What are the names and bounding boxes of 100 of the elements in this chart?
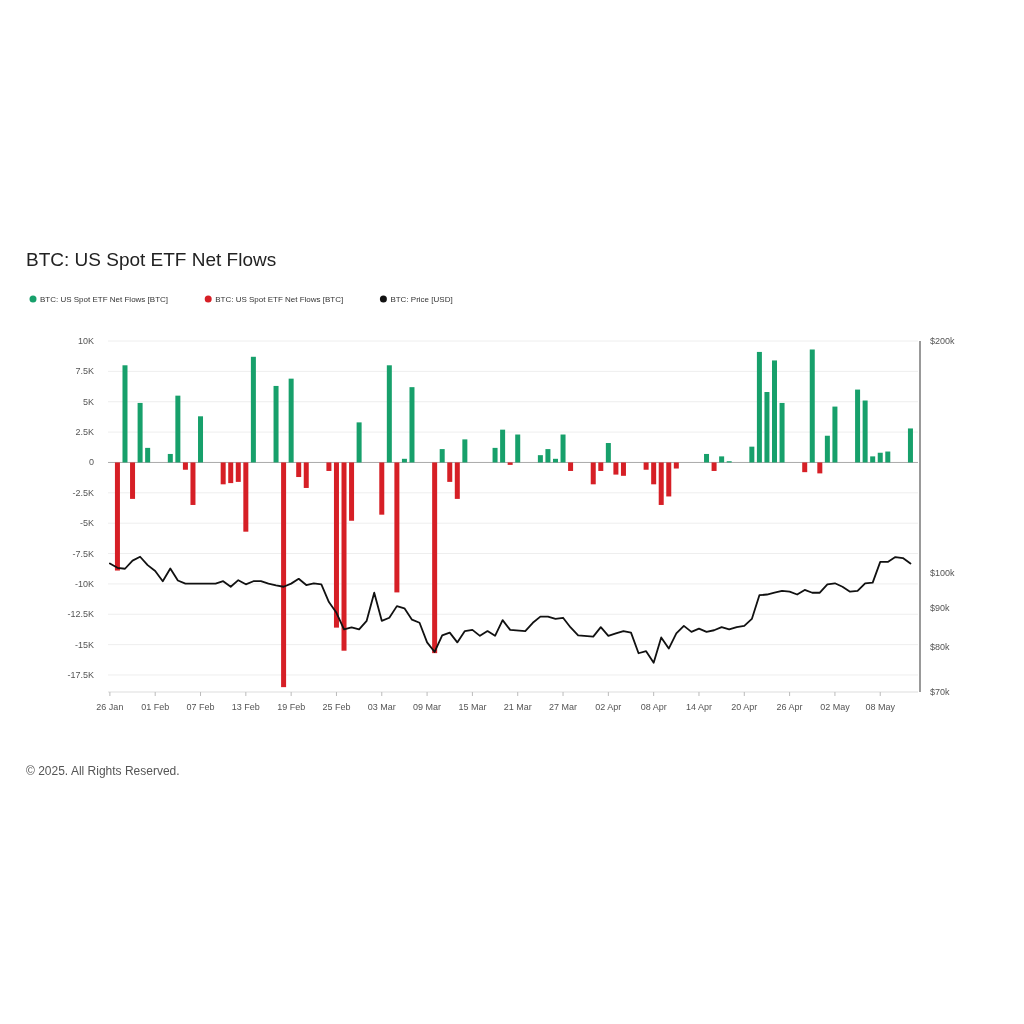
bar <box>824 435 830 463</box>
bar <box>545 449 551 463</box>
x-tick-label: 19 Feb <box>277 702 306 712</box>
bar <box>613 462 619 475</box>
x-tick-label: 26 Jan <box>96 702 124 712</box>
legend-label: BTC: US Spot ETF Net Flows [BTC] <box>40 295 169 304</box>
y-tick-label: 2.5K <box>75 427 94 438</box>
y-tick-label: -10K <box>74 578 94 589</box>
bar <box>349 462 355 521</box>
bar <box>379 462 385 515</box>
bar <box>598 462 604 471</box>
bar <box>590 462 596 485</box>
bar <box>507 462 513 465</box>
bar <box>190 462 196 505</box>
bar <box>386 365 392 463</box>
y-tick-label: -7.5K <box>72 548 94 559</box>
bar <box>568 462 574 471</box>
bar <box>296 462 302 478</box>
bar <box>704 453 710 463</box>
bar <box>235 462 241 482</box>
x-tick-label: 21 Mar <box>503 702 532 712</box>
x-tick-label: 26 Apr <box>776 702 803 712</box>
bar <box>907 428 913 463</box>
x-tick-label: 15 Mar <box>458 702 487 712</box>
bar <box>862 400 868 463</box>
bar <box>439 449 445 463</box>
bar <box>130 462 136 499</box>
bar <box>198 416 204 463</box>
y2-tick-label: $100k <box>930 567 956 578</box>
bar <box>303 462 309 488</box>
y-tick-label: -12.5K <box>67 609 94 620</box>
x-tick-label: 27 Mar <box>549 702 578 712</box>
x-tick-label: 14 Apr <box>685 702 712 712</box>
bar <box>779 402 785 463</box>
bar <box>643 462 649 470</box>
y2-tick-label: $200k <box>930 336 956 346</box>
bar <box>492 447 498 463</box>
bar <box>537 455 543 463</box>
bar <box>145 447 151 463</box>
bar <box>454 462 460 499</box>
bar <box>749 446 755 463</box>
bar <box>620 462 626 476</box>
x-tick-label: 20 Apr <box>731 702 758 712</box>
bar <box>651 462 657 485</box>
bar <box>870 456 876 463</box>
bar <box>673 462 679 469</box>
bar <box>394 462 400 593</box>
bar <box>885 451 891 463</box>
bar <box>877 452 883 463</box>
bar <box>122 365 128 463</box>
bar <box>658 462 664 505</box>
bar <box>273 385 279 463</box>
x-tick-label: 09 Mar <box>413 702 442 712</box>
x-tick-label: 02 May <box>820 702 851 712</box>
bar <box>719 456 725 463</box>
bar <box>817 462 823 474</box>
y2-tick-label: $70k <box>930 687 951 697</box>
bar <box>137 402 143 463</box>
x-tick-label: 07 Feb <box>186 702 215 712</box>
text: © 2025. All Rights Reserved. <box>26 764 180 778</box>
bar <box>560 434 566 463</box>
x-tick-label: 01 Feb <box>141 702 170 712</box>
bar <box>341 462 347 651</box>
bar <box>764 392 770 463</box>
legend-label: BTC: Price [USD] <box>390 295 453 304</box>
bar <box>326 462 332 471</box>
bar <box>243 462 249 532</box>
y-tick-label: 0 <box>88 457 94 468</box>
bar <box>832 406 838 463</box>
x-tick-label: 08 May <box>865 702 896 712</box>
bar <box>281 462 287 688</box>
y-tick-label: -2.5K <box>72 487 94 498</box>
bar <box>356 422 362 463</box>
bar <box>605 443 611 463</box>
bar <box>802 462 808 473</box>
bar <box>515 434 521 463</box>
y-tick-label: 7.5K <box>75 366 94 377</box>
bar <box>167 453 173 463</box>
bar <box>809 349 815 463</box>
bar <box>228 462 234 484</box>
bar <box>432 462 438 654</box>
bar <box>855 389 861 463</box>
y-tick-label: -5K <box>79 518 94 529</box>
x-tick-label: 03 Mar <box>367 702 396 712</box>
bar <box>333 462 339 628</box>
y-tick-label: 10K <box>77 336 94 346</box>
bar <box>500 429 506 463</box>
bar <box>220 462 226 485</box>
y2-tick-label: $90k <box>930 602 951 613</box>
y2-tick-label: $80k <box>930 642 951 653</box>
bar <box>756 351 762 463</box>
x-tick-label: 08 Apr <box>640 702 667 712</box>
line-series <box>108 555 912 664</box>
bar <box>711 462 717 471</box>
bar <box>175 395 181 463</box>
bar <box>772 360 777 463</box>
x-tick-label: 02 Apr <box>595 702 622 712</box>
bar <box>462 439 468 463</box>
x-tick-label: 25 Feb <box>322 702 351 712</box>
bar <box>250 356 256 463</box>
